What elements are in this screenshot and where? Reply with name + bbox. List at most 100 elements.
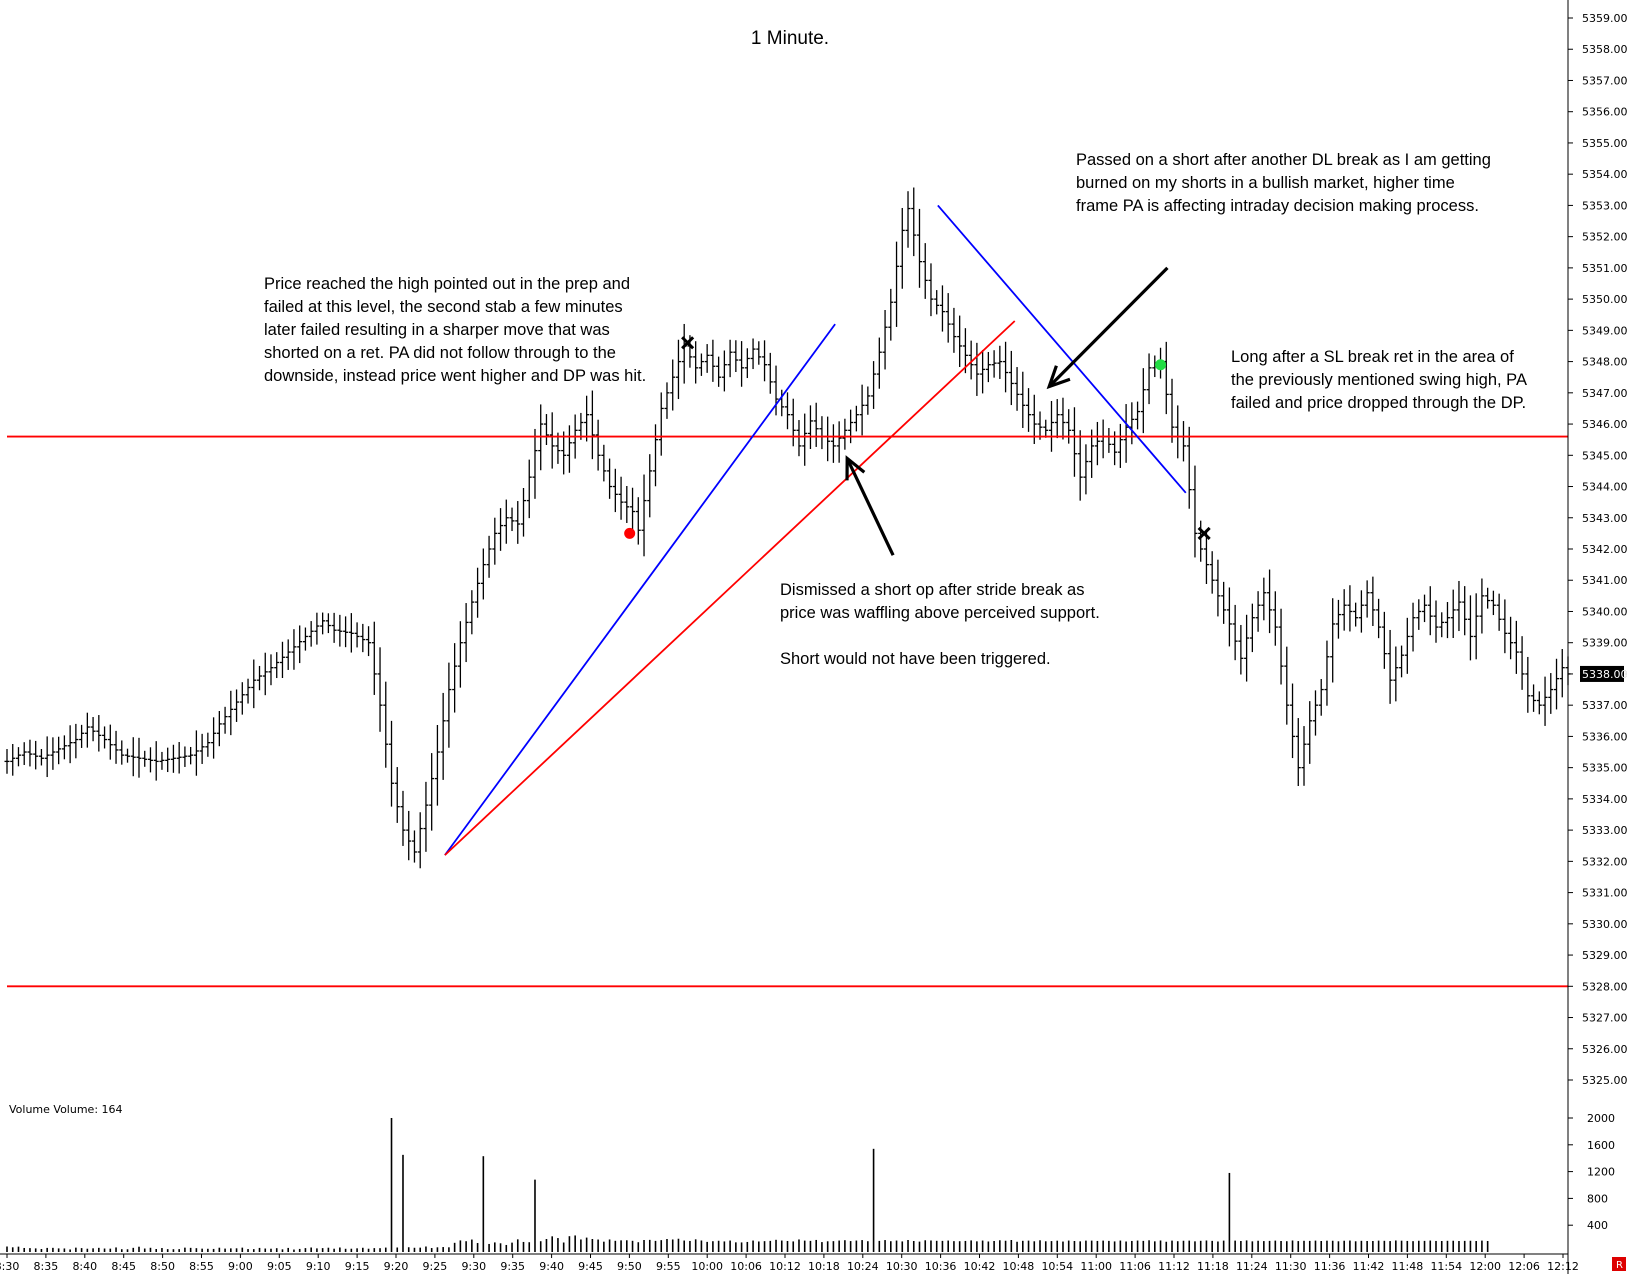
- price-tick-label: 5325.00: [1582, 1074, 1628, 1087]
- time-tick-label: 8:30: [0, 1260, 19, 1273]
- time-tick-label: 10:24: [847, 1260, 879, 1273]
- price-tick-label: 5340.00: [1582, 605, 1628, 618]
- blue-down-trend-line: [937, 204, 1187, 494]
- price-tick-label: 5326.00: [1582, 1043, 1628, 1056]
- price-tick-label: 5351.00: [1582, 262, 1628, 275]
- price-tick-label: 5337.00: [1582, 699, 1628, 712]
- exit-x-marker-stroke: [1197, 526, 1211, 540]
- arrow-dismissed-short: [845, 457, 895, 556]
- time-tick-label: 10:48: [1003, 1260, 1035, 1273]
- time-tick-label: 8:35: [34, 1260, 59, 1273]
- time-tick-label: 10:06: [730, 1260, 762, 1273]
- price-tick-label: 5353.00: [1582, 199, 1628, 212]
- time-tick-label: 12:06: [1508, 1260, 1540, 1273]
- volume-tick-label: 1200: [1587, 1166, 1615, 1179]
- volume-bars: [6, 1118, 1489, 1252]
- time-tick-label: 10:12: [769, 1260, 801, 1273]
- time-tick-label: 8:55: [189, 1260, 214, 1273]
- price-tick-label: 5359.00: [1582, 12, 1628, 25]
- time-tick-label: 11:06: [1119, 1260, 1151, 1273]
- price-tick-label: 5347.00: [1582, 387, 1628, 400]
- time-tick-label: 11:54: [1430, 1260, 1462, 1273]
- volume-tick-label: 400: [1587, 1219, 1608, 1232]
- alert-badge: [1612, 1257, 1626, 1271]
- time-tick-label: 11:36: [1314, 1260, 1346, 1273]
- time-tick-label: 8:45: [111, 1260, 136, 1273]
- short-entry-x-marker-stroke: [681, 336, 695, 350]
- time-tick-label: 9:00: [228, 1260, 253, 1273]
- alert-badge-label: R: [1616, 1260, 1623, 1271]
- price-tick-label: 5355.00: [1582, 137, 1628, 150]
- blue-trend-line: [444, 323, 836, 856]
- price-tick-label: 5335.00: [1582, 762, 1628, 775]
- price-tick-label: 5356.00: [1582, 106, 1628, 119]
- annotation-long-sl-break: Long after a SL break ret in the area of…: [1231, 348, 1527, 412]
- price-tick-label: 5358.00: [1582, 43, 1628, 56]
- time-tick-label: 11:42: [1353, 1260, 1385, 1273]
- price-tick-label: 5349.00: [1582, 324, 1628, 337]
- time-tick-label: 8:40: [72, 1260, 97, 1273]
- trend-lines: [7, 204, 1568, 988]
- last-price-box: [1580, 665, 1624, 682]
- price-tick-label: 5357.00: [1582, 74, 1628, 87]
- volume-tick-label: 2000: [1587, 1112, 1615, 1125]
- arrow-dismissed-short-head: [845, 455, 866, 481]
- price-tick-label: 5350.00: [1582, 293, 1628, 306]
- time-tick-label: 9:50: [617, 1260, 642, 1273]
- time-tick-label: 11:30: [1275, 1260, 1307, 1273]
- time-tick-label: 9:40: [539, 1260, 564, 1273]
- time-tick-label: 9:55: [656, 1260, 681, 1273]
- price-tick-label: 5329.00: [1582, 949, 1628, 962]
- time-tick-label: 9:25: [423, 1260, 448, 1273]
- time-tick-label: 9:05: [267, 1260, 292, 1273]
- time-tick-label: 8:50: [150, 1260, 175, 1273]
- time-tick-label: 9:20: [384, 1260, 409, 1273]
- time-tick-label: 9:35: [500, 1260, 525, 1273]
- time-tick-label: 10:36: [925, 1260, 957, 1273]
- red-trend-line: [444, 320, 1016, 856]
- time-tick-label: 10:54: [1041, 1260, 1073, 1273]
- price-tick-label: 5327.00: [1582, 1012, 1628, 1025]
- time-tick-label: 12:00: [1469, 1260, 1501, 1273]
- price-tick-label: 5354.00: [1582, 168, 1628, 181]
- time-tick-label: 9:15: [345, 1260, 370, 1273]
- price-tick-label: 5333.00: [1582, 824, 1628, 837]
- time-tick-label: 11:00: [1080, 1260, 1112, 1273]
- chart-title: 1 Minute.: [750, 28, 830, 49]
- time-tick-label: 9:10: [306, 1260, 331, 1273]
- price-axis: 5325.00 5326.00 5327.00 5328.00 5329.00 5330.…: [1567, 0, 1628, 1274]
- annotation-dismissed-short: Dismissed a short op after stride break …: [780, 581, 1100, 668]
- volume-tick-label: 800: [1587, 1192, 1608, 1205]
- price-tick-label: 5332.00: [1582, 855, 1628, 868]
- price-tick-label: 5342.00: [1582, 543, 1628, 556]
- price-tick-label: 5346.00: [1582, 418, 1628, 431]
- green-entry-dot: [1155, 359, 1167, 371]
- price-tick-label: 5348.00: [1582, 356, 1628, 369]
- time-tick-label: 9:30: [461, 1260, 486, 1273]
- time-tick-label: 11:48: [1392, 1260, 1424, 1273]
- time-tick-label: 12:12: [1547, 1260, 1579, 1273]
- price-bars: [4, 187, 1571, 869]
- trade-markers: [624, 336, 1211, 540]
- price-tick-label: 5344.00: [1582, 481, 1628, 494]
- price-tick-label: 5336.00: [1582, 730, 1628, 743]
- volume-label: Volume Volume: 164: [9, 1103, 123, 1116]
- time-tick-label: 11:12: [1158, 1260, 1190, 1273]
- time-tick-label: 10:18: [808, 1260, 840, 1273]
- volume-tick-label: 1600: [1587, 1139, 1615, 1152]
- time-tick-label: 11:18: [1197, 1260, 1229, 1273]
- arrow-passed-short-head: [1046, 365, 1071, 390]
- price-tick-label: 5352.00: [1582, 231, 1628, 244]
- time-tick-label: 10:42: [964, 1260, 996, 1273]
- time-tick-label: 9:45: [578, 1260, 603, 1273]
- price-tick-label: 5328.00: [1582, 980, 1628, 993]
- price-tick-label: 5339.00: [1582, 637, 1628, 650]
- price-tick-label: 5345.00: [1582, 449, 1628, 462]
- annotation-passed-short: Passed on a short after another DL break…: [1076, 151, 1491, 215]
- price-tick-label: 5341.00: [1582, 574, 1628, 587]
- time-axis: 8:30 8:35 8:40 8:45 8:50 8:55 9:00 9:05 9:10 9:15…: [0, 1253, 1579, 1273]
- time-tick-label: 10:30: [886, 1260, 918, 1273]
- price-tick-label: 5330.00: [1582, 918, 1628, 931]
- price-tick-label: 5343.00: [1582, 512, 1628, 525]
